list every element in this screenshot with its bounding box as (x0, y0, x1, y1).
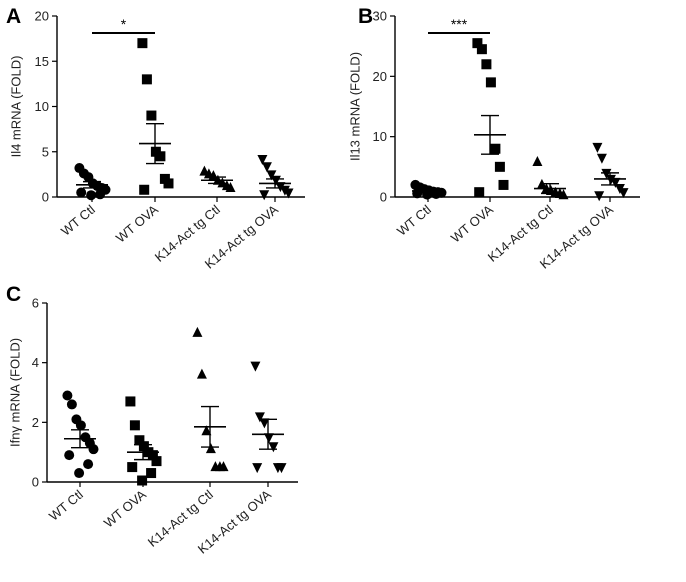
data-point (88, 444, 99, 455)
data-point (95, 189, 106, 200)
data-point (490, 143, 501, 154)
data-point (76, 187, 87, 198)
data-point (259, 418, 270, 429)
data-point (129, 420, 140, 431)
data-point (605, 174, 616, 185)
data-point (472, 38, 483, 49)
data-point (250, 361, 261, 372)
data-point (155, 151, 166, 162)
panel-letter-c: C (6, 283, 21, 306)
data-point (485, 77, 496, 88)
data-point (66, 399, 77, 410)
y-tick-label: 20 (35, 9, 49, 24)
data-point (252, 463, 263, 474)
data-point (481, 59, 492, 70)
data-point (74, 468, 85, 479)
y-tick-label: 30 (373, 9, 387, 24)
data-point (254, 412, 265, 423)
data-point (137, 475, 148, 486)
data-point (610, 177, 621, 188)
data-point (276, 463, 287, 474)
data-point (268, 442, 279, 453)
data-point (592, 142, 603, 153)
data-point (83, 459, 94, 470)
data-point (62, 390, 73, 401)
y-axis-label: Ifnγ mRNA (FOLD) (7, 338, 22, 447)
data-point (476, 44, 487, 55)
y-tick-label: 4 (32, 355, 39, 370)
y-tick-label: 15 (35, 54, 49, 69)
data-point (257, 154, 268, 165)
significance-label: * (121, 16, 127, 32)
data-point (163, 178, 174, 189)
data-point (138, 441, 149, 452)
panel-letter-b: B (358, 5, 373, 28)
y-axis-label: Il4 mRNA (FOLD) (8, 56, 23, 158)
data-point (146, 468, 157, 479)
y-tick-label: 2 (32, 415, 39, 430)
y-tick-label: 10 (35, 99, 49, 114)
y-tick-label: 5 (42, 144, 49, 159)
data-point (201, 425, 212, 436)
data-point (196, 368, 207, 379)
data-point (125, 396, 136, 407)
data-point (218, 461, 229, 472)
y-tick-label: 20 (373, 69, 387, 84)
data-point (532, 156, 543, 167)
data-point (127, 462, 138, 473)
x-tick-label: WT Ctl (394, 202, 434, 239)
data-point (266, 170, 277, 181)
data-point (618, 188, 629, 199)
y-tick-label: 10 (373, 129, 387, 144)
data-point (498, 179, 509, 190)
data-point (558, 189, 569, 200)
x-tick-label: WT OVA (113, 202, 161, 246)
panel-letter-a: A (6, 5, 21, 28)
x-tick-label: WT OVA (448, 202, 496, 246)
data-point (141, 74, 152, 85)
data-point (139, 184, 150, 195)
data-point (205, 443, 216, 454)
x-tick-label: WT OVA (101, 487, 149, 531)
data-point (601, 168, 612, 179)
data-point (263, 433, 274, 444)
data-point (75, 420, 86, 431)
data-point (64, 450, 75, 461)
data-point (192, 326, 203, 337)
y-tick-label: 0 (42, 190, 49, 205)
data-point (86, 190, 97, 201)
y-tick-label: 0 (32, 475, 39, 490)
data-point (283, 188, 294, 199)
x-tick-label: WT Ctl (46, 487, 86, 524)
significance-label: *** (451, 16, 468, 32)
data-point (146, 110, 157, 121)
data-point (594, 191, 605, 202)
y-tick-label: 6 (32, 296, 39, 311)
x-tick-label: WT Ctl (58, 202, 98, 239)
y-axis-label: Il13 mRNA (FOLD) (347, 52, 362, 161)
data-point (494, 161, 505, 172)
data-point (275, 182, 286, 193)
data-point (261, 162, 272, 173)
data-point (137, 38, 148, 49)
data-point (474, 187, 485, 198)
data-point (134, 435, 145, 446)
data-point (225, 181, 236, 192)
data-point (151, 456, 162, 467)
data-point (147, 450, 158, 461)
data-point (596, 153, 607, 164)
data-point (259, 190, 270, 201)
y-tick-label: 0 (380, 190, 387, 205)
